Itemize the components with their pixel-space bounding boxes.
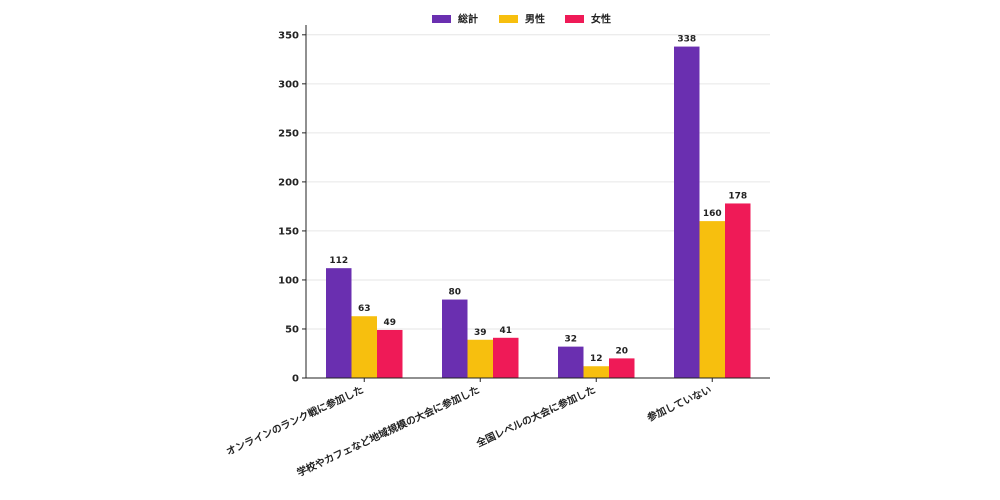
bar-male	[467, 339, 493, 378]
bar-total	[674, 46, 700, 378]
data-label: 160	[703, 209, 722, 219]
data-label: 12	[590, 354, 603, 364]
bar-female	[609, 358, 635, 378]
bar-male	[351, 316, 377, 378]
y-tick-label: 50	[285, 324, 299, 335]
data-label: 80	[448, 288, 461, 298]
bar-female	[725, 203, 751, 378]
x-category-label: 学校やカフェなど地域規模の大会に参加した	[295, 383, 482, 479]
legend-swatch	[565, 15, 584, 23]
data-label: 39	[474, 328, 487, 338]
bar-female	[377, 329, 403, 378]
data-label: 63	[358, 304, 371, 314]
bar-total	[326, 268, 352, 378]
bar-total	[558, 346, 584, 378]
data-label: 178	[728, 191, 747, 201]
y-tick-label: 100	[278, 275, 299, 286]
data-label: 338	[677, 35, 696, 45]
data-labels: 112 63 49 80 39 41 32 12 20 338 160 178	[329, 35, 747, 365]
legend: 総計 男性 女性	[432, 13, 611, 26]
x-category-label: 全国レベルの大会に参加した	[473, 383, 597, 450]
y-tick-label: 350	[278, 30, 299, 41]
y-tick-label: 250	[278, 128, 299, 139]
data-label: 112	[329, 256, 348, 266]
x-category-label: 参加していない	[645, 383, 714, 424]
data-label: 49	[383, 318, 396, 328]
y-tick-label: 200	[278, 177, 299, 188]
y-tick-label: 150	[278, 226, 299, 237]
y-tick-label: 300	[278, 79, 299, 90]
y-tick-label: 0	[292, 374, 299, 385]
bar-total	[442, 299, 468, 378]
legend-label: 男性	[525, 13, 545, 26]
x-axis: オンラインのランク戦に参加した学校やカフェなど地域規模の大会に参加した全国レベル…	[224, 377, 770, 479]
data-label: 20	[615, 346, 628, 356]
bar-male	[699, 221, 725, 378]
bars	[326, 46, 751, 378]
data-label: 41	[499, 326, 512, 336]
legend-swatch	[432, 15, 451, 23]
legend-label: 女性	[591, 13, 611, 26]
data-label: 32	[564, 335, 577, 345]
legend-label: 総計	[458, 13, 478, 26]
grid-lines	[306, 34, 770, 330]
bar-female	[493, 337, 519, 378]
y-axis: 0 50 100 150 200 250 300 350	[278, 25, 307, 385]
legend-swatch	[499, 15, 518, 23]
bar-male	[583, 366, 609, 378]
